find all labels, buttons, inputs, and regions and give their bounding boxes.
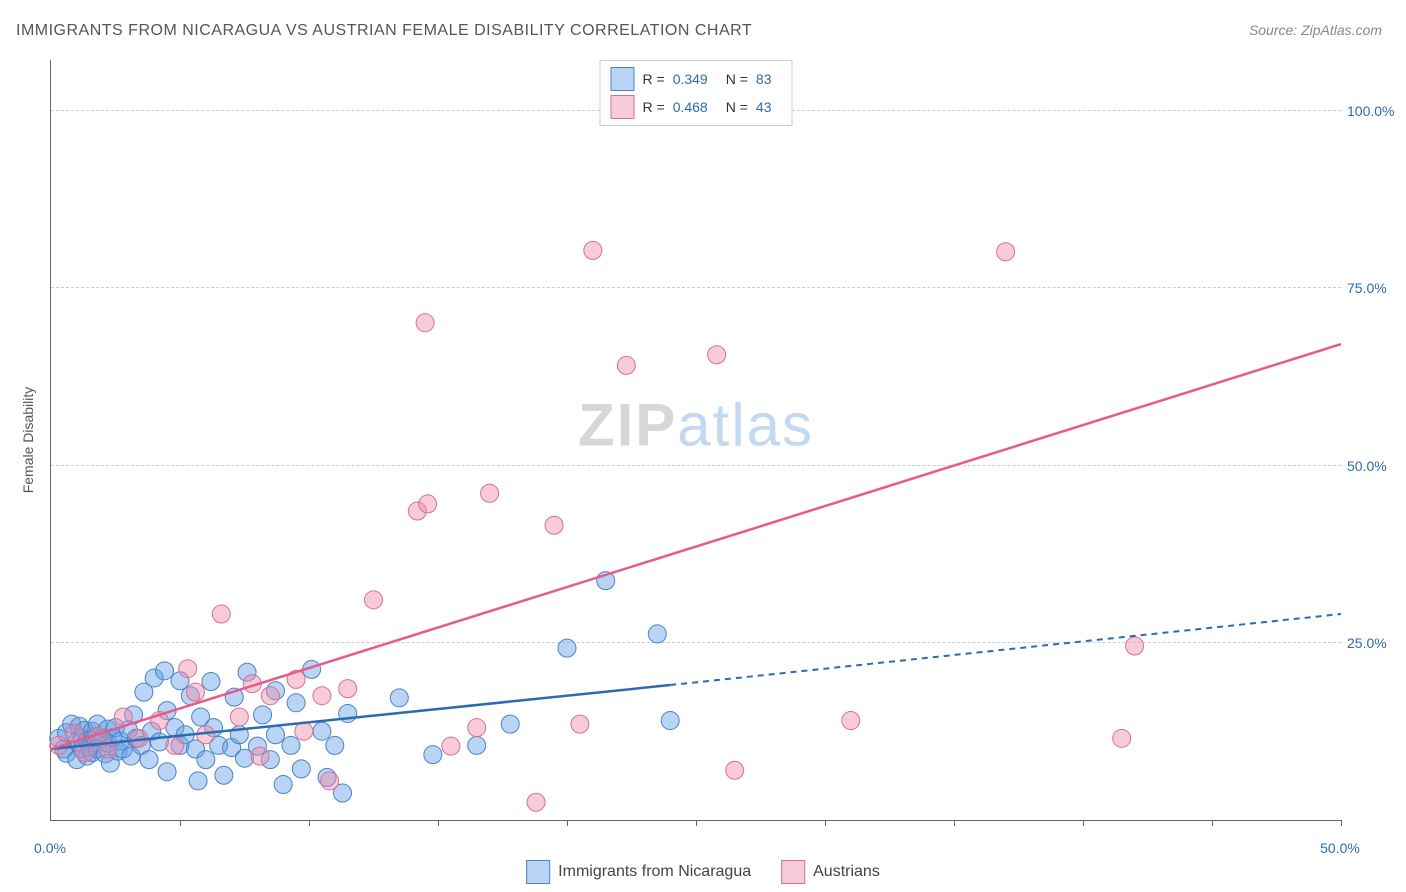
chart-title: IMMIGRANTS FROM NICARAGUA VS AUSTRIAN FE… <box>16 22 752 40</box>
scatter-point-austrians <box>416 314 434 332</box>
scatter-point-nicaragua <box>202 672 220 690</box>
r-label: R = <box>643 71 665 87</box>
scatter-point-nicaragua <box>282 736 300 754</box>
scatter-point-austrians <box>571 715 589 733</box>
scatter-point-nicaragua <box>424 746 442 764</box>
scatter-point-austrians <box>166 736 184 754</box>
y-tick-label: 50.0% <box>1347 458 1397 474</box>
scatter-point-austrians <box>179 660 197 678</box>
x-tick <box>180 820 181 826</box>
r-value: 0.349 <box>673 71 708 87</box>
scatter-point-nicaragua <box>326 736 344 754</box>
scatter-point-austrians <box>527 793 545 811</box>
scatter-point-nicaragua <box>254 706 272 724</box>
scatter-point-nicaragua <box>150 733 168 751</box>
legend-stat-row-nicaragua: R = 0.349 N = 83 <box>611 65 782 93</box>
source-label: Source: ZipAtlas.com <box>1249 22 1382 38</box>
scatter-point-nicaragua <box>287 694 305 712</box>
legend-swatch <box>611 95 635 119</box>
scatter-point-nicaragua <box>661 712 679 730</box>
scatter-point-austrians <box>997 243 1015 261</box>
legend-label: Austrians <box>813 863 880 881</box>
scatter-point-nicaragua <box>313 722 331 740</box>
y-tick-label: 100.0% <box>1347 103 1397 119</box>
legend-swatch <box>781 860 805 884</box>
scatter-point-austrians <box>186 683 204 701</box>
scatter-point-nicaragua <box>156 662 174 680</box>
scatter-point-austrians <box>365 591 383 609</box>
scatter-point-austrians <box>295 722 313 740</box>
n-label: N = <box>726 71 748 87</box>
scatter-point-nicaragua <box>501 715 519 733</box>
x-tick <box>696 820 697 826</box>
scatter-point-nicaragua <box>158 763 176 781</box>
scatter-point-austrians <box>545 516 563 534</box>
scatter-point-nicaragua <box>215 766 233 784</box>
scatter-point-nicaragua <box>189 772 207 790</box>
correlation-legend: R = 0.349 N = 83 R = 0.468 N = 43 <box>600 60 793 126</box>
scatter-point-austrians <box>1113 729 1131 747</box>
scatter-point-nicaragua <box>558 639 576 657</box>
x-tick <box>438 820 439 826</box>
scatter-point-austrians <box>1126 637 1144 655</box>
x-tick-label: 0.0% <box>34 840 66 856</box>
scatter-point-austrians <box>419 495 437 513</box>
legend-swatch <box>526 860 550 884</box>
legend-item-nicaragua: Immigrants from Nicaragua <box>526 860 751 884</box>
scatter-point-nicaragua <box>266 726 284 744</box>
scatter-point-austrians <box>339 680 357 698</box>
scatter-point-austrians <box>584 241 602 259</box>
scatter-point-nicaragua <box>468 736 486 754</box>
scatter-point-austrians <box>468 719 486 737</box>
scatter-point-nicaragua <box>140 751 158 769</box>
scatter-point-austrians <box>617 356 635 374</box>
scatter-point-nicaragua <box>390 689 408 707</box>
legend-stat-row-austrians: R = 0.468 N = 43 <box>611 93 782 121</box>
scatter-point-austrians <box>708 346 726 364</box>
legend-label: Immigrants from Nicaragua <box>558 863 751 881</box>
scatter-point-austrians <box>481 484 499 502</box>
regression-line-austrians <box>51 344 1341 749</box>
regression-line-dashed-nicaragua <box>670 614 1341 685</box>
scatter-point-austrians <box>251 747 269 765</box>
scatter-point-austrians <box>230 708 248 726</box>
scatter-point-austrians <box>212 605 230 623</box>
x-tick <box>309 820 310 826</box>
scatter-point-austrians <box>842 712 860 730</box>
scatter-point-nicaragua <box>648 625 666 643</box>
scatter-point-austrians <box>261 687 279 705</box>
scatter-svg <box>51 60 1341 820</box>
x-tick <box>1083 820 1084 826</box>
scatter-point-austrians <box>726 761 744 779</box>
x-tick <box>825 820 826 826</box>
x-tick <box>567 820 568 826</box>
y-axis-title: Female Disability <box>20 387 36 494</box>
plot-area: ZIPatlas 25.0%50.0%75.0%100.0% R =0.349N… <box>50 60 1341 821</box>
x-tick-label: 50.0% <box>1320 840 1360 856</box>
series-legend: Immigrants from Nicaragua Austrians <box>526 860 880 884</box>
x-tick <box>1341 820 1342 826</box>
legend-item-austrians: Austrians <box>781 860 880 884</box>
y-tick-label: 75.0% <box>1347 280 1397 296</box>
scatter-point-nicaragua <box>292 760 310 778</box>
legend-swatch <box>611 67 635 91</box>
scatter-point-austrians <box>313 687 331 705</box>
y-tick-label: 25.0% <box>1347 635 1397 651</box>
scatter-point-austrians <box>321 772 339 790</box>
n-label: N = <box>726 99 748 115</box>
r-label: R = <box>643 99 665 115</box>
n-value: 83 <box>756 71 772 87</box>
r-value: 0.468 <box>673 99 708 115</box>
scatter-point-nicaragua <box>197 751 215 769</box>
x-tick <box>954 820 955 826</box>
scatter-point-nicaragua <box>274 775 292 793</box>
scatter-point-austrians <box>442 737 460 755</box>
x-tick <box>1212 820 1213 826</box>
n-value: 43 <box>756 99 772 115</box>
